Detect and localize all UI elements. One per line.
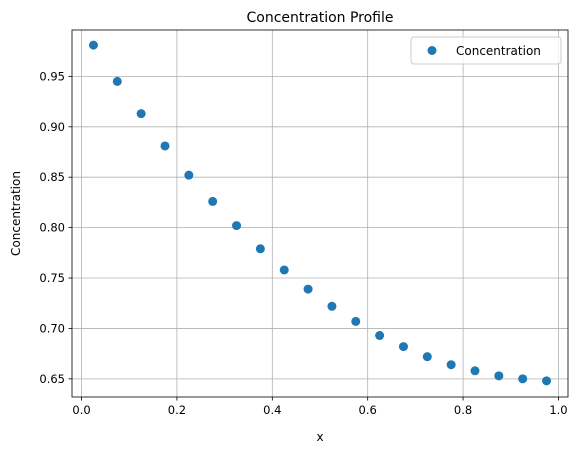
x-tick-label: 0.4: [263, 403, 281, 417]
plot-frame: [71, 29, 569, 398]
data-point: [232, 221, 242, 231]
y-axis-label: Concentration: [9, 171, 23, 256]
data-point: [375, 330, 385, 340]
data-point: [160, 141, 170, 151]
data-point: [494, 371, 504, 381]
data-point: [136, 109, 146, 119]
y-tick-label: 0.80: [39, 221, 65, 235]
grid: [72, 30, 568, 397]
legend-marker: [427, 46, 437, 55]
y-tick-label: 0.85: [39, 170, 65, 184]
data-point: [184, 170, 194, 180]
x-tick-label: 1.0: [549, 403, 567, 417]
y-tick-label: 0.65: [39, 372, 65, 386]
data-point: [351, 316, 361, 326]
data-point: [542, 376, 552, 386]
legend: Concentration: [410, 36, 562, 65]
y-tick-label: 0.75: [39, 271, 65, 285]
plot-area: [72, 30, 568, 397]
data-point: [470, 366, 480, 376]
x-axis-label: x: [316, 430, 323, 444]
data-point: [327, 301, 337, 311]
data-point: [446, 360, 456, 370]
data-point: [279, 265, 289, 275]
data-point: [303, 284, 313, 294]
data-points: [88, 40, 552, 386]
x-tick-label: 0.8: [454, 403, 472, 417]
axis-ticks: 0.0 0.2 0.4 0.6 0.8 1.0 0.65 0.70 0.75 0.80 0.85 0.…: [39, 69, 567, 417]
data-point: [398, 342, 408, 352]
data-point: [422, 352, 432, 362]
x-tick-label: 0.0: [72, 403, 90, 417]
data-point: [112, 76, 122, 86]
data-point: [255, 244, 265, 254]
x-tick-label: 0.2: [168, 403, 186, 417]
data-point: [88, 40, 98, 50]
data-point: [208, 196, 218, 206]
x-tick-label: 0.6: [359, 403, 377, 417]
chart-title: Concentration Profile: [246, 10, 393, 26]
legend-label: Concentration: [456, 44, 541, 58]
data-point: [518, 374, 528, 384]
y-tick-label: 0.90: [39, 120, 65, 134]
y-tick-label: 0.70: [39, 321, 65, 335]
y-tick-label: 0.95: [39, 69, 65, 83]
legend-box: [410, 36, 562, 65]
